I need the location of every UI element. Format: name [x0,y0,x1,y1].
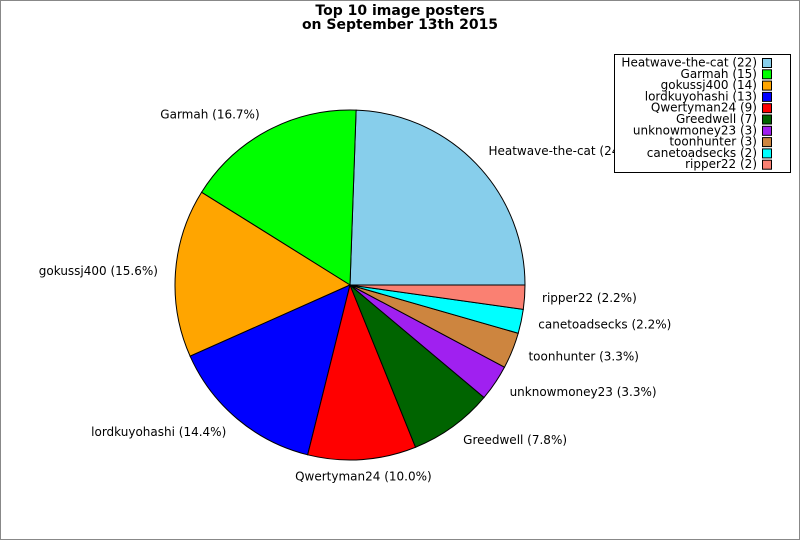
legend-label: toonhunter (3) [669,135,757,149]
legend-swatch [762,137,772,148]
legend-swatch [762,103,772,114]
slice-label: gokussj400 (15.6%) [39,264,158,278]
slice-label: Greedwell (7.8%) [463,433,567,447]
pie-slice [200,109,357,286]
legend-label: ripper22 (2) [685,157,757,171]
legend-swatch [762,91,772,102]
slice-label: ripper22 (2.2%) [542,291,637,305]
legend-label: lordkuyohashi (13) [645,89,757,103]
legend-label: unknowmoney23 (3) [633,123,757,137]
legend-label: gokussj400 (14) [661,78,757,92]
legend-swatch [762,159,772,170]
chart-title: Top 10 image posters [315,3,484,19]
slice-label: Heatwave-the-cat (24.4%) [488,144,646,158]
slice-label: unknowmoney23 (3.3%) [510,385,657,399]
slice-label: canetoadsecks (2.2%) [538,318,671,332]
slice-label: Garmah (16.7%) [160,108,259,122]
slice-label: Qwertyman24 (10.0%) [295,470,432,484]
legend-swatch [762,148,772,159]
slice-label: lordkuyohashi (14.4%) [91,425,226,439]
legend-swatch [762,80,772,91]
legend-swatch [762,58,772,68]
legend-box [614,54,791,173]
legend-label: Garmah (15) [681,67,757,81]
legend-swatch [762,114,772,125]
legend-swatch [762,125,772,136]
chart-subtitle: on September 13th 2015 [302,17,498,33]
slice-label: toonhunter (3.3%) [528,350,639,364]
pie-slice [349,284,526,310]
legend-label: canetoadsecks (2) [647,146,757,160]
pie-slice [307,283,417,461]
pie-slice [174,191,352,357]
legend-label: Qwertyman24 (9) [651,101,757,115]
legend-label: Greedwell (7) [676,112,757,126]
legend-swatch [762,69,772,80]
pie-slice [189,284,351,456]
pie-slice [349,109,526,286]
legend-label: Heatwave-the-cat (22) [621,56,757,70]
